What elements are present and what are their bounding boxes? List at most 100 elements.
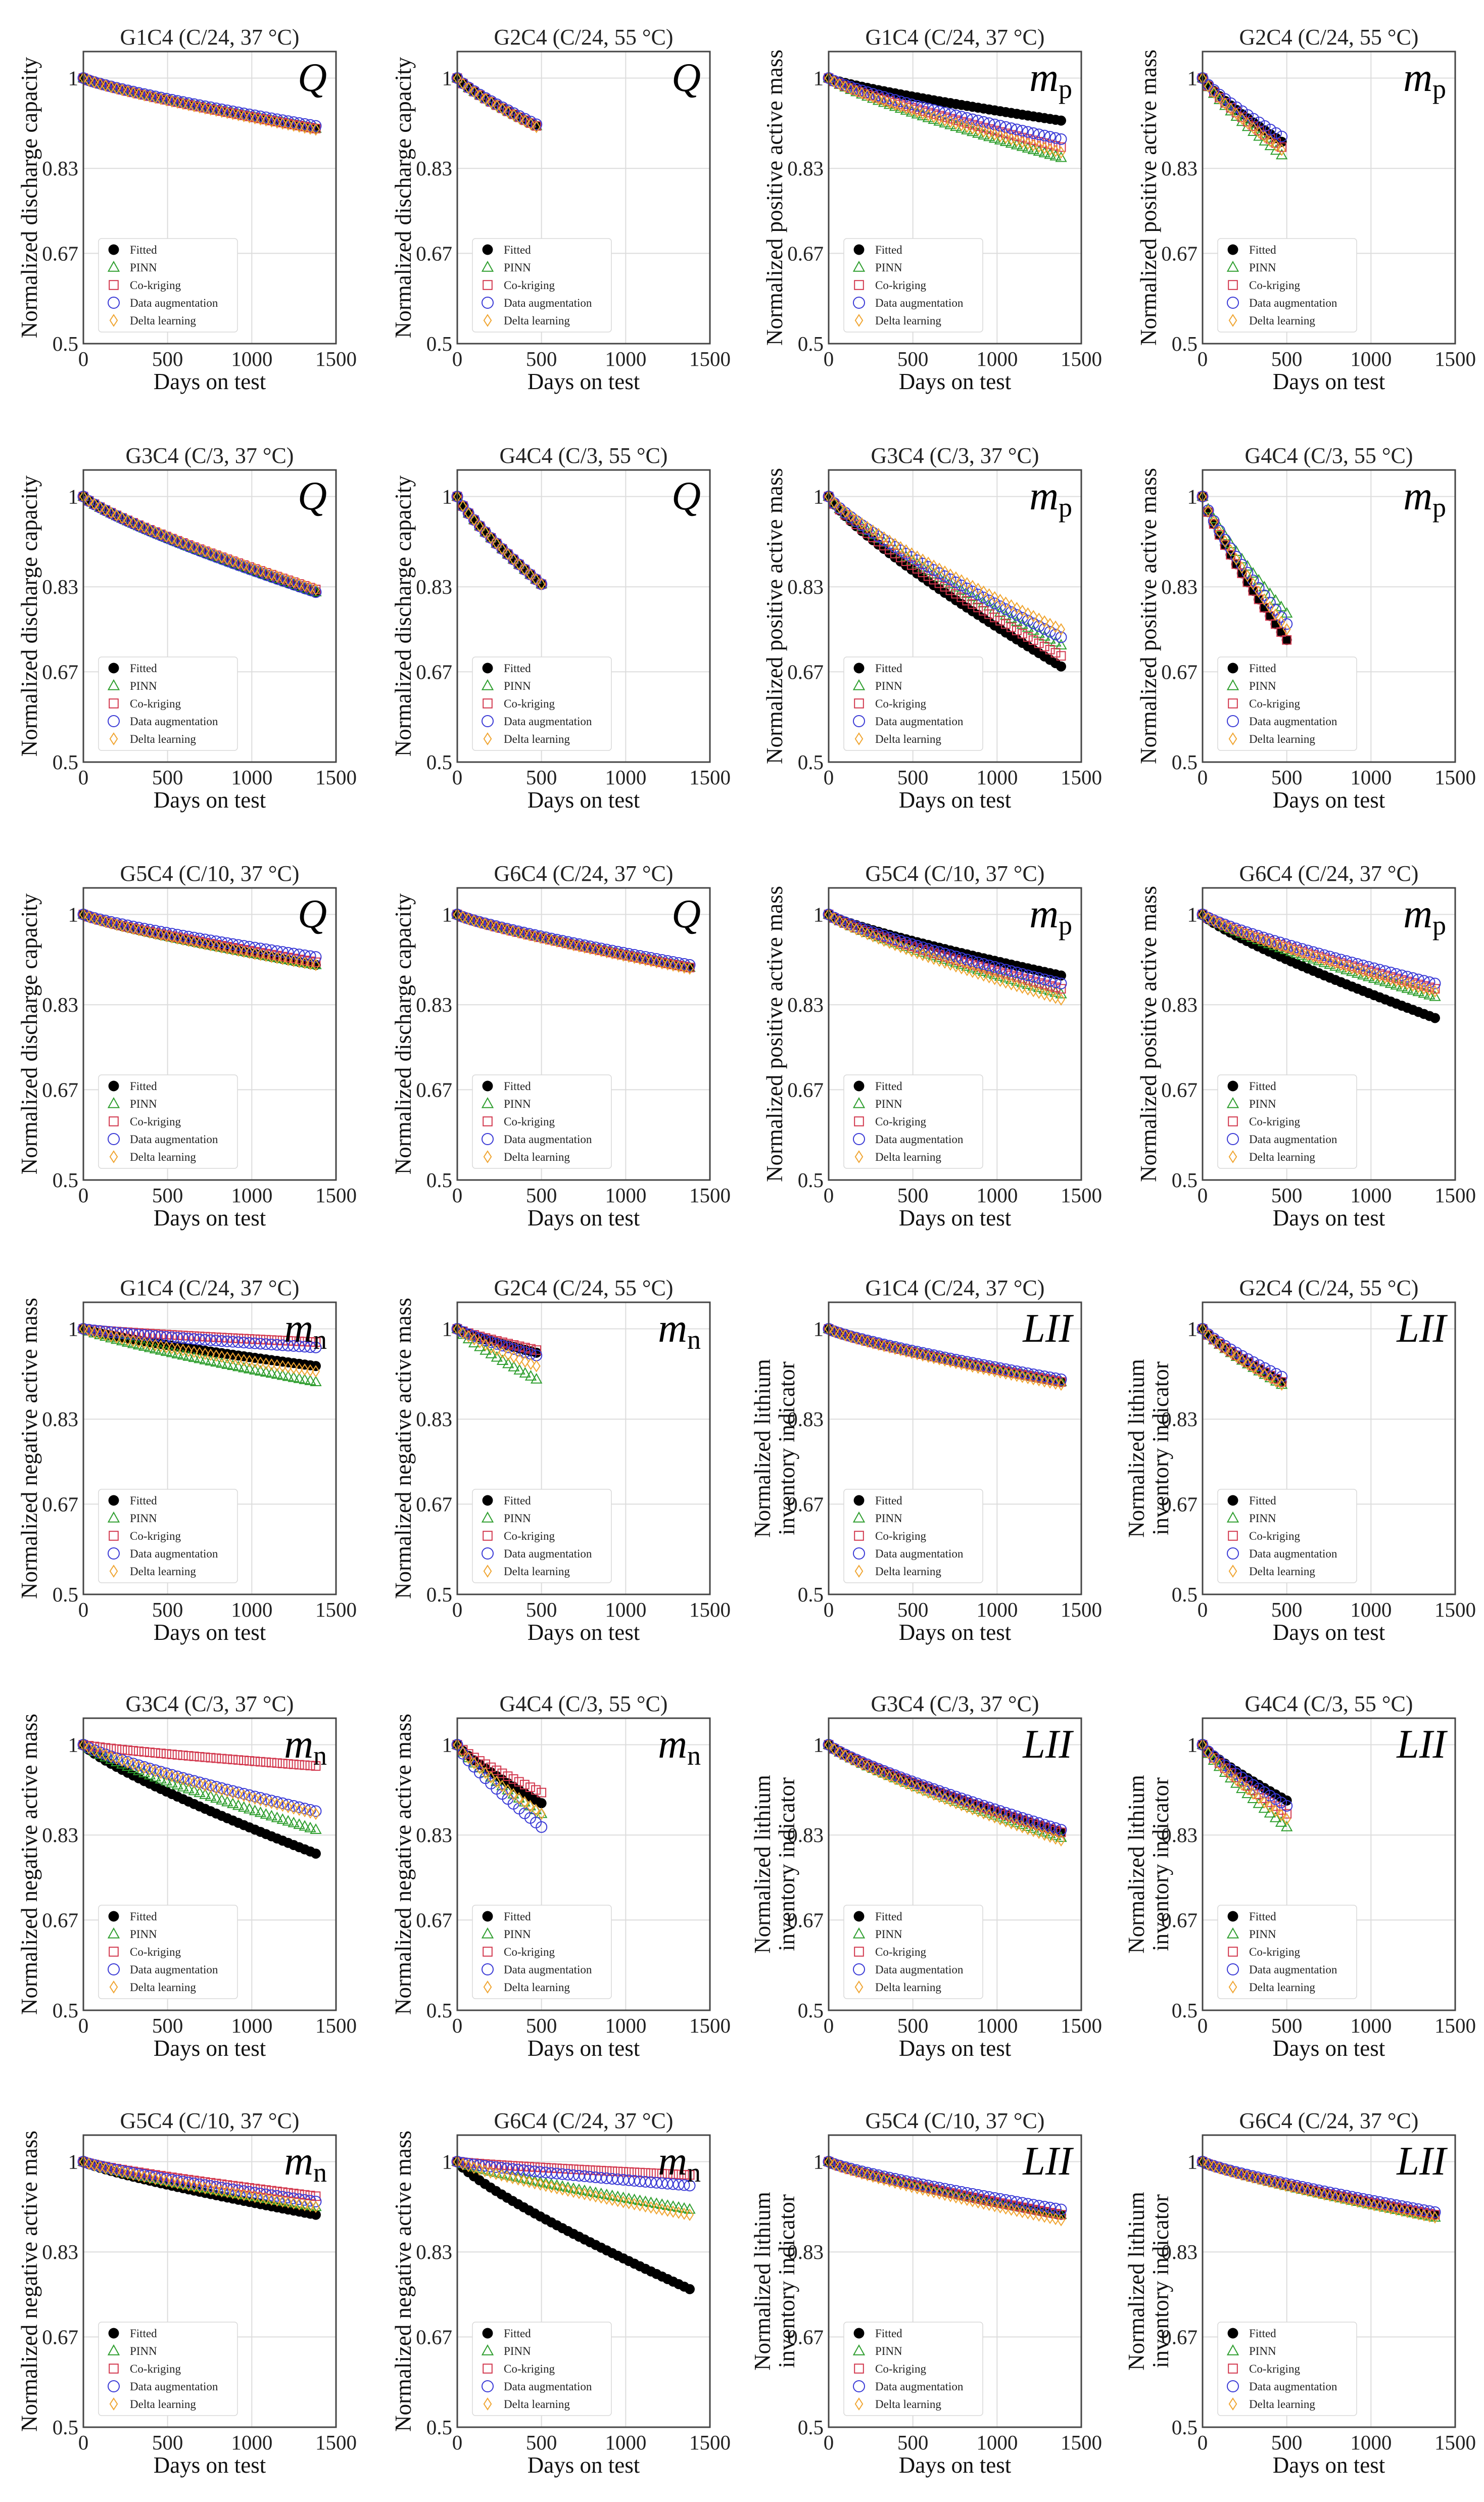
data-point-delta-learning bbox=[470, 1333, 478, 1346]
data-point-delta-learning bbox=[996, 129, 1004, 143]
data-point-delta-learning bbox=[195, 1777, 204, 1790]
data-point-co-kriging bbox=[261, 1757, 271, 1767]
data-point-delta-learning bbox=[880, 531, 888, 544]
data-point-pinn bbox=[894, 547, 907, 558]
legend-label-co-kriging: Co-kriging bbox=[1249, 697, 1300, 710]
y-axis-label: Normalized lithium bbox=[1124, 1359, 1149, 1538]
data-point-delta-learning bbox=[140, 521, 149, 534]
data-point-delta-learning bbox=[669, 959, 678, 972]
data-point-fitted bbox=[1259, 602, 1270, 613]
y-tick-label: 1 bbox=[442, 2150, 453, 2174]
data-point-co-kriging bbox=[519, 1779, 530, 1789]
data-point-delta-learning bbox=[151, 927, 160, 940]
legend-marker-fitted bbox=[108, 1080, 119, 1092]
data-point-delta-learning bbox=[284, 1801, 293, 1814]
data-point-data-augmentation bbox=[933, 946, 945, 958]
legend-label-data-augmentation: Data augmentation bbox=[130, 297, 218, 309]
data-point-delta-learning bbox=[514, 926, 522, 939]
legend-label-co-kriging: Co-kriging bbox=[875, 279, 926, 292]
data-point-delta-learning bbox=[974, 583, 982, 595]
data-point-delta-learning bbox=[301, 579, 309, 592]
y-tick-label: 0.83 bbox=[42, 2240, 78, 2263]
data-point-delta-learning bbox=[206, 103, 215, 116]
data-point-delta-learning bbox=[869, 524, 877, 537]
data-point-delta-learning bbox=[902, 102, 911, 115]
data-point-data-augmentation bbox=[1276, 130, 1288, 143]
data-point-delta-learning bbox=[857, 517, 866, 530]
legend-label-pinn: PINN bbox=[875, 2345, 902, 2357]
data-point-co-kriging bbox=[305, 1761, 315, 1771]
y-tick-label: 0.83 bbox=[416, 157, 452, 180]
data-point-delta-learning bbox=[487, 96, 496, 109]
data-point-delta-learning bbox=[1007, 978, 1016, 990]
data-point-co-kriging bbox=[503, 1771, 513, 1781]
data-point-data-augmentation bbox=[994, 962, 1007, 974]
data-point-delta-learning bbox=[168, 532, 176, 545]
data-point-delta-learning bbox=[95, 914, 104, 927]
data-point-delta-learning bbox=[129, 86, 137, 99]
y-tick-label: 0.5 bbox=[1172, 2416, 1198, 2439]
data-point-delta-learning bbox=[509, 1351, 518, 1363]
data-point-data-augmentation bbox=[116, 918, 128, 930]
legend-marker-pinn bbox=[481, 260, 494, 272]
data-point-pinn bbox=[988, 968, 1001, 979]
data-point-delta-learning bbox=[295, 1803, 304, 1816]
data-point-fitted bbox=[1056, 115, 1066, 126]
data-point-delta-learning bbox=[107, 1751, 115, 1763]
data-point-pinn bbox=[1038, 147, 1050, 158]
data-point-data-augmentation bbox=[523, 928, 535, 940]
data-point-pinn bbox=[1407, 984, 1419, 995]
data-point-data-augmentation bbox=[517, 926, 530, 938]
data-point-delta-learning bbox=[179, 933, 187, 946]
data-point-delta-learning bbox=[223, 1351, 231, 1364]
data-point-delta-learning bbox=[963, 577, 971, 590]
legend-label-co-kriging: Co-kriging bbox=[875, 1115, 926, 1128]
data-point-data-augmentation bbox=[210, 551, 222, 563]
data-point-pinn bbox=[900, 550, 913, 561]
data-point-data-augmentation bbox=[573, 938, 585, 950]
data-point-delta-learning bbox=[1057, 993, 1066, 1006]
data-point-co-kriging bbox=[1056, 984, 1066, 994]
data-point-delta-learning bbox=[295, 956, 304, 968]
data-point-delta-learning bbox=[1325, 955, 1334, 968]
data-point-data-augmentation bbox=[1230, 101, 1242, 113]
data-point-delta-learning bbox=[1007, 132, 1016, 146]
data-point-delta-learning bbox=[173, 932, 182, 945]
data-point-delta-learning bbox=[1381, 971, 1390, 984]
y-tick-label: 0.67 bbox=[416, 1078, 452, 1101]
legend-label-fitted: Fitted bbox=[504, 1910, 531, 1923]
data-point-data-augmentation bbox=[905, 1344, 918, 1356]
data-point-pinn bbox=[922, 564, 934, 575]
data-point-data-augmentation bbox=[210, 102, 222, 114]
data-point-data-augmentation bbox=[171, 536, 183, 548]
data-point-delta-learning bbox=[295, 120, 304, 133]
legend-marker-data-augmentation bbox=[108, 297, 120, 309]
data-point-data-augmentation bbox=[944, 108, 956, 120]
x-tick-label: 500 bbox=[152, 1184, 183, 1207]
legend-label-co-kriging: Co-kriging bbox=[1249, 1530, 1300, 1542]
legend-marker-data-augmentation bbox=[108, 1133, 120, 1145]
data-point-delta-learning bbox=[907, 547, 916, 560]
legend-marker-pinn bbox=[1226, 679, 1239, 690]
data-point-data-augmentation bbox=[1208, 515, 1220, 527]
data-point-data-augmentation bbox=[1005, 965, 1017, 977]
data-point-delta-learning bbox=[290, 119, 298, 132]
data-point-delta-learning bbox=[896, 1344, 905, 1357]
quantity-label: LII bbox=[1396, 1722, 1448, 1767]
data-point-delta-learning bbox=[118, 511, 126, 525]
data-point-delta-learning bbox=[459, 1327, 467, 1340]
data-point-delta-learning bbox=[1204, 1329, 1213, 1342]
data-point-data-augmentation bbox=[227, 557, 239, 569]
data-point-delta-learning bbox=[1209, 914, 1218, 927]
legend-box bbox=[472, 1489, 612, 1583]
data-point-data-augmentation bbox=[967, 585, 979, 597]
y-tick-label: 1 bbox=[68, 903, 79, 926]
legend-label-pinn: PINN bbox=[130, 1512, 157, 1525]
legend-label-co-kriging: Co-kriging bbox=[504, 697, 555, 710]
legend-marker-fitted bbox=[108, 2328, 119, 2339]
data-point-delta-learning bbox=[608, 947, 616, 960]
data-point-pinn bbox=[1275, 149, 1288, 160]
